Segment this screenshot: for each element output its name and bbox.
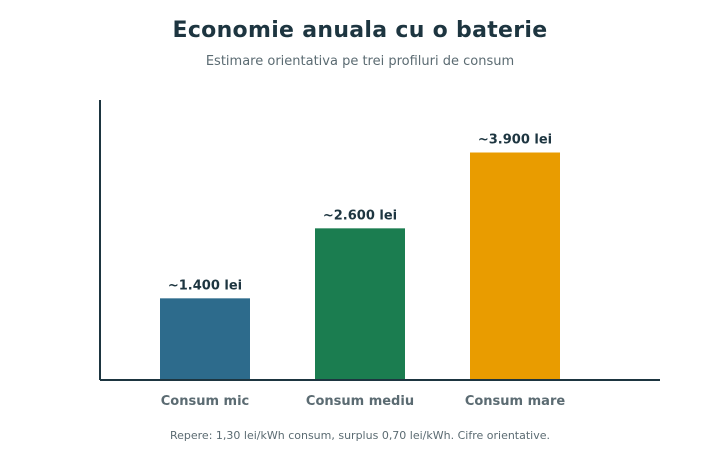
x-tick-label: Consum mediu [306, 394, 414, 409]
bars-layer: ~1.400 lei Consum mic ~2.600 lei Consum med… [160, 133, 566, 409]
bar-value-label: ~1.400 lei [168, 278, 242, 293]
bar-2 [315, 228, 405, 380]
x-tick-label: Consum mic [161, 394, 250, 409]
chart-subtitle: Estimare orientativa pe trei profiluri d… [205, 54, 515, 69]
bar-3 [470, 152, 560, 380]
x-tick-label: Consum mare [465, 394, 566, 409]
bar-value-label: ~2.600 lei [323, 208, 397, 223]
bar-1 [160, 298, 250, 380]
chart-footnote: Repere: 1,30 lei/kWh consum, surplus 0,7… [169, 429, 550, 442]
bar-value-label: ~3.900 lei [478, 133, 552, 148]
chart-title: Economie anuala cu o baterie [172, 18, 548, 43]
